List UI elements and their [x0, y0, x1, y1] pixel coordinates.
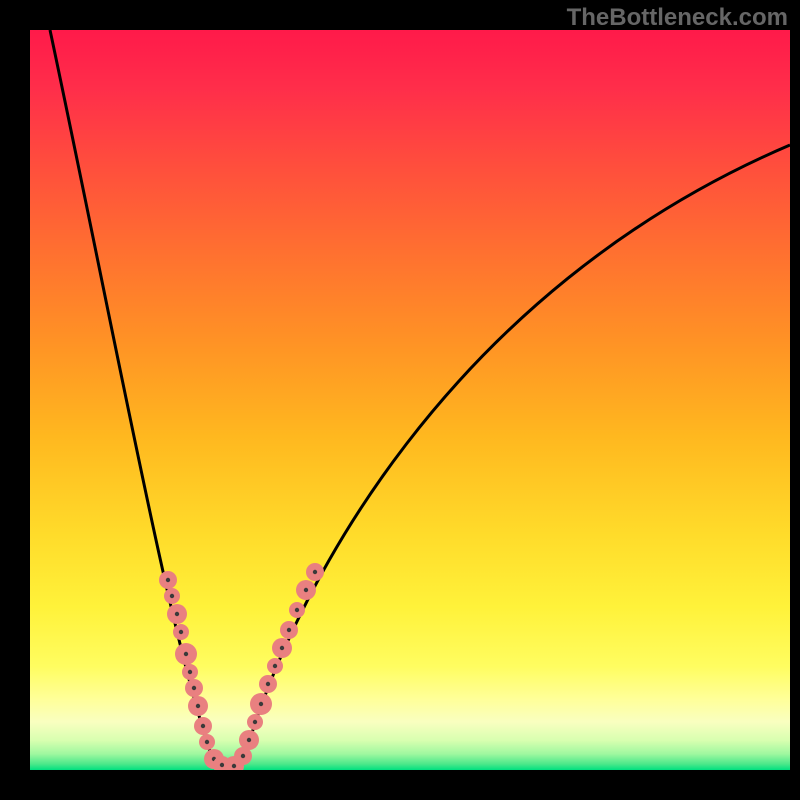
bead-dot: [313, 570, 317, 574]
bead-dot: [175, 612, 179, 616]
bead-dot: [205, 740, 209, 744]
bead-dot: [220, 763, 224, 767]
bead-dot: [166, 578, 170, 582]
bead-dot: [192, 686, 196, 690]
bead-dot: [179, 630, 183, 634]
bead-dot: [201, 724, 205, 728]
chart-root: TheBottleneck.com: [0, 0, 800, 800]
plot-area: [30, 30, 790, 770]
bead-dot: [304, 588, 308, 592]
gradient-background: [30, 30, 790, 770]
bead-dot: [287, 628, 291, 632]
bead-dot: [253, 720, 257, 724]
watermark-text: TheBottleneck.com: [567, 4, 788, 32]
bead-dot: [259, 702, 263, 706]
bead-dot: [241, 754, 245, 758]
bead-dot: [280, 646, 284, 650]
bead-dot: [188, 670, 192, 674]
plot-svg: [30, 30, 790, 770]
bead-dot: [247, 738, 251, 742]
bead-dot: [170, 594, 174, 598]
bead-dot: [295, 608, 299, 612]
bead-dot: [196, 704, 200, 708]
bead-dot: [273, 664, 277, 668]
bead-dot: [266, 682, 270, 686]
bead-dot: [184, 652, 188, 656]
bead-dot: [232, 764, 236, 768]
